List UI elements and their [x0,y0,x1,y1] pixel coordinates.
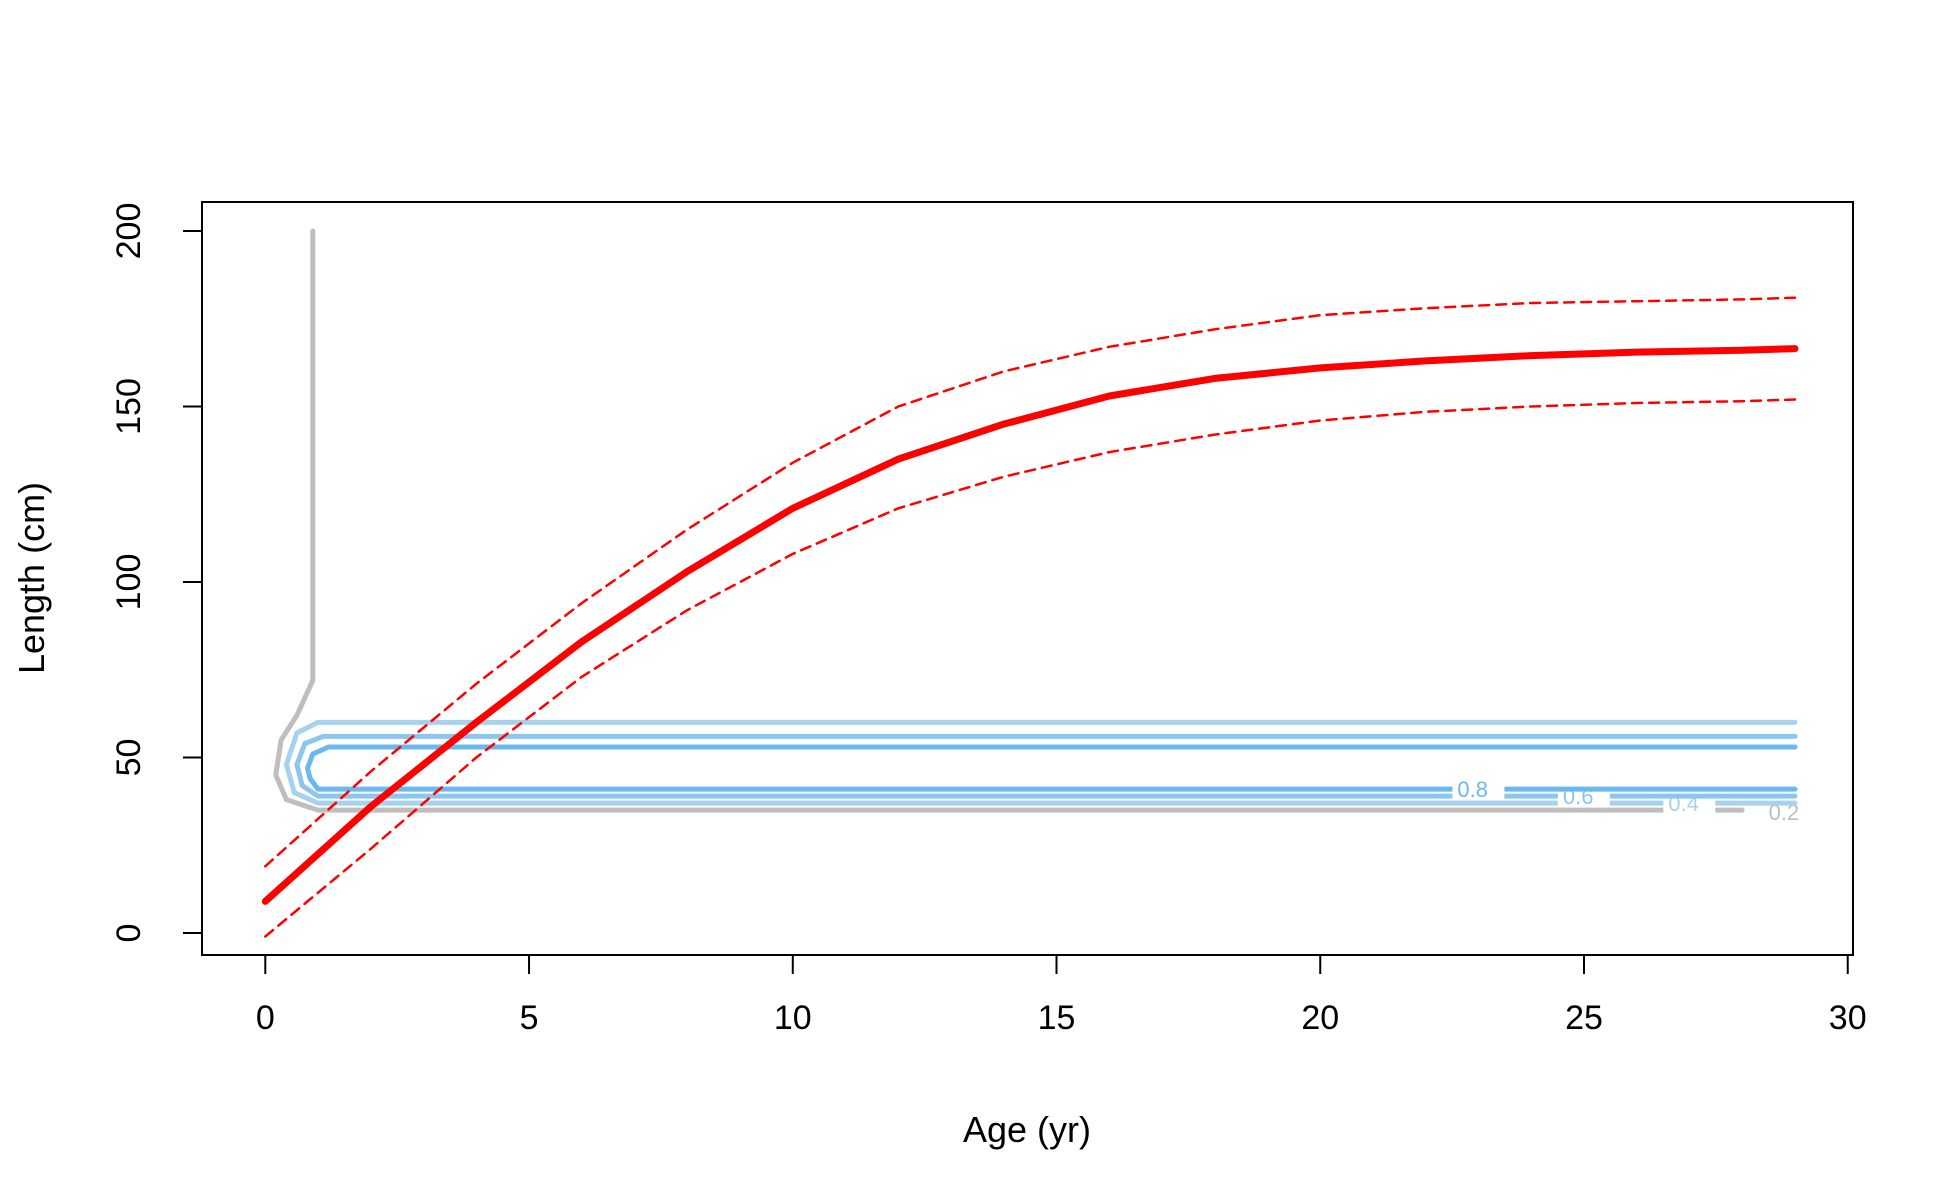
x-axis-title: Age (yr) [963,1109,1091,1150]
y-tick-label-0: 0 [110,924,148,943]
confidence-bound-line-1 [264,296,1797,868]
y-tick-label-100: 100 [110,554,148,611]
series-layer [261,296,1799,938]
contour-line-0.4 [283,719,1798,806]
x-tick-label-20: 20 [1301,999,1339,1037]
x-tick-label-15: 15 [1038,999,1076,1037]
contour-label-bg-0.8 [1452,776,1505,801]
y-tick-label-50: 50 [110,739,148,777]
y-axis: 0 50 100 150 200 [110,203,203,943]
x-tick-label-5: 5 [520,999,539,1037]
y-tick-label-150: 150 [110,378,148,435]
x-tick-label-10: 10 [774,999,812,1037]
y-axis-title: Length (cm) [11,482,52,674]
contours-layer: 0.20.40.60.8 [273,228,1816,825]
confidence-bound-line-2 [264,398,1797,938]
contour-line-0.2 [273,228,1745,813]
x-tick-label-0: 0 [256,999,275,1037]
contour-line-0.8 [305,744,1798,792]
mean-growth-line [261,345,1799,905]
contour-line-0.6 [294,733,1798,799]
y-tick-label-200: 200 [110,203,148,260]
plot-frame [201,201,1854,956]
contour-label-0.8: 0.8 [1457,777,1488,802]
x-axis: 0 5 10 15 20 25 30 [256,954,1867,1037]
x-tick-label-30: 30 [1829,999,1867,1037]
x-tick-label-25: 25 [1565,999,1603,1037]
